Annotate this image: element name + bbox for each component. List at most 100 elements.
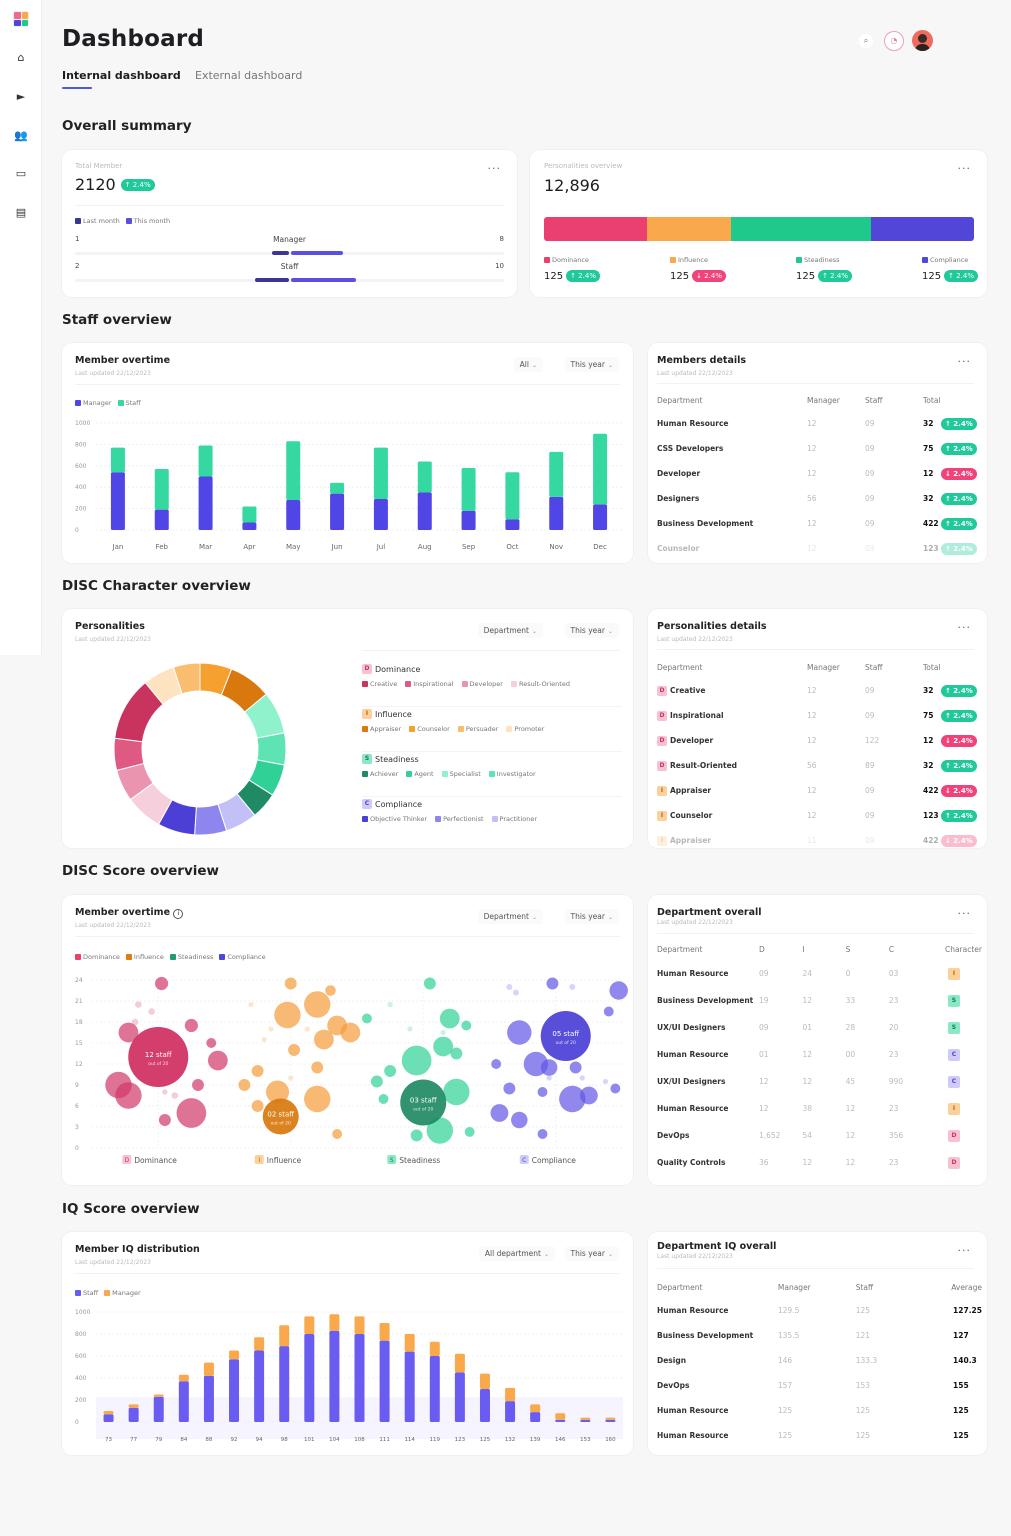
column-header: Staff (865, 662, 883, 672)
last-updated: Last updated 22/12/2023 (657, 370, 733, 377)
filter-dropdown-year[interactable]: This year ⌄ (564, 1246, 619, 1261)
column-header: Average (951, 1282, 982, 1292)
legend-influence: Influence (670, 256, 708, 264)
score-cell: 12 (802, 1077, 812, 1086)
more-options-button[interactable]: ··· (957, 621, 971, 634)
score-cell: 45 (845, 1077, 856, 1086)
character-chip: D (657, 735, 667, 746)
more-options-button[interactable]: ··· (957, 162, 971, 175)
tab-external-dashboard[interactable]: External dashboard (195, 69, 303, 82)
x-tick-label: 92 (231, 1437, 238, 1443)
filter-dropdown-year[interactable]: This year ⌄ (564, 357, 619, 372)
total-cell: 12 ↓ 2.4% (923, 461, 979, 486)
score-cell: 36 (758, 1158, 769, 1167)
score-cell: 12 (758, 1077, 769, 1086)
y-tick-label: 800 (75, 1331, 87, 1338)
total-cell: 422 ↑ 2.4% (923, 511, 979, 536)
page-title: Dashboard (62, 26, 205, 52)
bubble-influence (284, 977, 297, 990)
column-header: Department (657, 944, 703, 954)
highlight-label: 12 staff (145, 1051, 172, 1059)
total-cell: 75 ↑ 2.4% (923, 703, 979, 728)
x-tick-label: 114 (404, 1437, 415, 1443)
legend-swatch (457, 726, 464, 732)
megaphone-icon[interactable]: ► (16, 90, 26, 103)
info-icon[interactable]: i (173, 909, 184, 919)
bar-staff-146 (555, 1419, 566, 1422)
personality-name: Developer (670, 735, 714, 745)
table-row: UX/UI Designers 09 01 28 20 S (657, 1014, 982, 1041)
table-row: Human Resource 129.5 125 127.25 (657, 1298, 982, 1323)
search-icon[interactable]: ⌕ (859, 34, 873, 48)
column-header: Manager (807, 662, 840, 672)
x-tick-label: Nov (549, 543, 563, 551)
bell-icon[interactable]: ◔ (884, 31, 904, 51)
category-chip (254, 1155, 264, 1164)
filter-dropdown-year[interactable]: This year ⌄ (564, 909, 619, 924)
filter-dropdown-year[interactable]: This year ⌄ (564, 623, 619, 638)
home-icon[interactable]: ⌂ (17, 51, 25, 64)
group-name: Influence (375, 709, 412, 719)
filter-dropdown-department[interactable]: All department ⌄ (478, 1246, 555, 1261)
manager-cell: 12 (807, 469, 817, 478)
more-options-button[interactable]: ··· (957, 355, 971, 368)
score-cell: 09 (758, 1023, 769, 1032)
x-tick-label: Jun (331, 543, 343, 551)
filter-dropdown-department[interactable]: Department ⌄ (477, 909, 543, 924)
personalities-overview-card: Personalities overview 12,896 ··· Domina… (530, 150, 987, 297)
bubble-compliance (569, 1061, 582, 1074)
group-title: I Influence (362, 709, 622, 719)
legend-label: Inspirational (413, 680, 454, 688)
bar-staff-98 (279, 1346, 290, 1422)
briefcase-icon[interactable]: ▭ (15, 167, 27, 180)
change-badge: ↑ 2.4% (941, 542, 977, 555)
y-tick-label: 3 (75, 1124, 79, 1131)
users-icon[interactable]: 👥 (14, 129, 28, 142)
group-letter-chip: I (362, 709, 372, 719)
average-cell: 125 (953, 1431, 969, 1440)
group-title: S Steadiness (362, 754, 622, 764)
bubble-compliance (511, 1111, 528, 1129)
group-steadiness: S Steadiness Achiever Agent Specialist Invest… (362, 752, 622, 797)
more-options-button[interactable]: ··· (487, 162, 501, 175)
bubble-steadiness (370, 1075, 383, 1088)
legend-swatch (796, 257, 802, 263)
y-tick-label: 200 (75, 1397, 87, 1404)
staff-cell: 09 (865, 786, 875, 795)
row-min-value: 1 (75, 235, 80, 243)
filter-dropdown-all[interactable]: All ⌄ (513, 357, 543, 372)
clipboard-icon[interactable]: ▤ (15, 206, 27, 219)
segment-compliance (870, 217, 974, 241)
character-chip: S (947, 1021, 960, 1034)
chevron-down-icon: ⌄ (607, 362, 613, 369)
app-logo[interactable] (13, 11, 29, 27)
total-value: 12 (923, 735, 934, 745)
department-cell: D Developer (657, 728, 807, 753)
score-cell: 28 (845, 1023, 856, 1032)
x-tick-label: Mar (199, 543, 212, 551)
staff-cell: 09 (865, 519, 875, 528)
score-cell: 23 (888, 1158, 899, 1167)
score-cell: 356 (888, 1131, 904, 1140)
legend-label: Persuader (465, 725, 499, 733)
tab-internal-dashboard[interactable]: Internal dashboard (62, 69, 181, 82)
legend-item: Dominance (75, 953, 120, 961)
change-badge: ↑ 2.4% (566, 270, 600, 282)
y-tick-label: 600 (75, 463, 87, 470)
members-details-card: Members details Last updated 22/12/2023 … (648, 343, 987, 563)
legend-item: Developer (461, 680, 503, 688)
category-chip (387, 1155, 397, 1164)
row-track (75, 279, 504, 282)
filter-dropdown-department[interactable]: Department ⌄ (477, 623, 543, 638)
table-row: Human Resource 125 125 125 (657, 1398, 982, 1423)
section-iq-score: IQ Score overview (62, 1201, 200, 1217)
average-cell: 140.3 (953, 1356, 977, 1365)
bubble-influence (313, 1029, 334, 1050)
legend-item: Creative (362, 680, 397, 688)
more-options-button[interactable]: ··· (957, 1244, 971, 1257)
more-options-button[interactable]: ··· (957, 907, 971, 920)
section-disc-score: DISC Score overview (62, 863, 220, 879)
column-header: Total (923, 662, 941, 672)
legend-swatch (362, 726, 368, 732)
avatar[interactable] (912, 30, 933, 51)
